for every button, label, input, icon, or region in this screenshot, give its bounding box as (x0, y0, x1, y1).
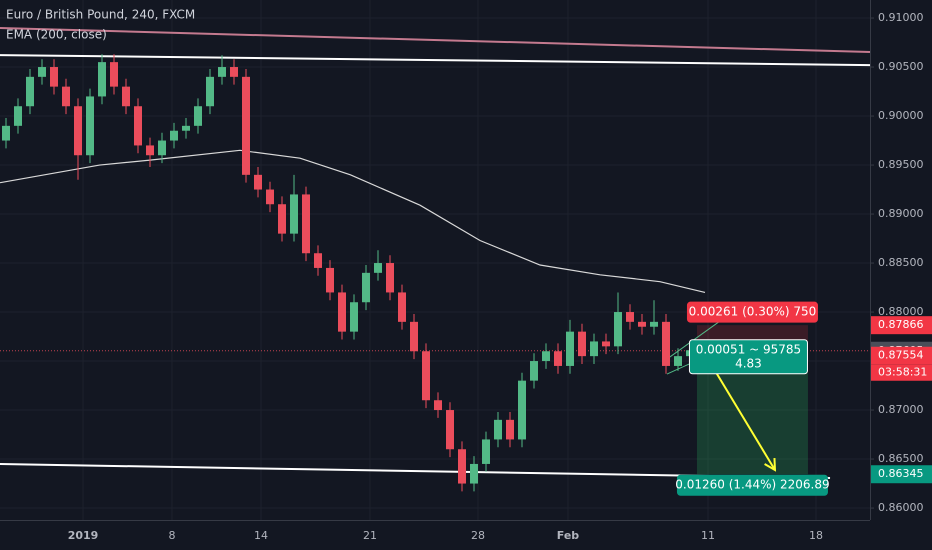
candle-body (26, 76, 34, 107)
candle-body (362, 272, 370, 303)
candle-body (302, 194, 310, 254)
x-tick-label: 8 (168, 529, 175, 542)
candle-body (218, 67, 226, 77)
candle-body (182, 125, 190, 131)
candle-body (578, 331, 586, 357)
candle-body (86, 96, 94, 156)
position-label: 4.83 (735, 356, 762, 370)
x-tick-label: Feb (557, 529, 580, 542)
position-label-box (688, 339, 808, 375)
y-tick-label: 0.86500 (878, 452, 924, 465)
candle-body (458, 449, 466, 484)
candle-body (122, 86, 130, 107)
chart-title: Euro / British Pound, 240, FXCM (6, 8, 195, 22)
candle-body (230, 67, 238, 77)
candle-body (614, 312, 622, 347)
candle-body (518, 380, 526, 440)
position-label: 0.00261 (0.30%) 750 (689, 305, 817, 319)
candle-body (278, 204, 286, 234)
candle-body (326, 267, 334, 293)
candle-body (626, 312, 634, 322)
y-tick-label: 0.88000 (878, 305, 924, 318)
y-tick-label: 0.88500 (878, 256, 924, 269)
countdown: 03:58:31 (878, 366, 927, 379)
candle-body (206, 76, 214, 107)
ema-line (0, 149, 706, 294)
candle-body (158, 140, 166, 156)
candle-body (398, 292, 406, 322)
candle-body (350, 302, 358, 332)
candle-body (434, 400, 442, 411)
price-label-box (871, 316, 932, 335)
countdown-box (871, 364, 932, 381)
x-tick-label: 28 (471, 529, 485, 542)
price-label-box (871, 346, 932, 365)
x-tick-label: 21 (363, 529, 377, 542)
indicator-label: EMA (200, close) (6, 28, 107, 42)
position-label-box (676, 474, 828, 496)
candle-body (506, 419, 514, 440)
candle-body (134, 106, 142, 146)
candle-body (2, 125, 10, 141)
y-tick-label: 0.90500 (878, 60, 924, 73)
candle-body (98, 62, 106, 97)
candle-body (338, 292, 346, 332)
candle-body (566, 331, 574, 366)
candle-body (590, 341, 598, 357)
candle-body (290, 194, 298, 234)
candle-body (554, 351, 562, 366)
y-tick-label: 0.90000 (878, 109, 924, 122)
price-label: 0.87866 (878, 318, 924, 331)
trendline (0, 27, 871, 54)
candle-body (482, 439, 490, 464)
candle-body (674, 356, 682, 366)
candle-body (62, 86, 70, 107)
candle-body (638, 321, 646, 327)
candle-body (470, 463, 478, 484)
y-tick-label: 0.91000 (878, 11, 924, 24)
y-tick-label: 0.89000 (878, 207, 924, 220)
candle-body (602, 341, 610, 347)
candle-body (50, 67, 58, 87)
candle-body (14, 106, 22, 126)
candle-body (422, 351, 430, 401)
candle-body (254, 174, 262, 190)
candle-body (146, 145, 154, 156)
candle-body (74, 106, 82, 156)
position-label: 0.00051 ~ 95785 (696, 342, 801, 356)
candle-body (494, 419, 502, 440)
trendline (0, 54, 871, 67)
candle-body (446, 410, 454, 450)
candle-body (374, 263, 382, 273)
candle-body (410, 321, 418, 352)
candle-body (242, 76, 250, 175)
candle-body (170, 130, 178, 141)
candle-body (194, 106, 202, 126)
y-tick-label: 0.89500 (878, 158, 924, 171)
y-tick-label: 0.86000 (878, 501, 924, 514)
candle-body (266, 189, 274, 205)
candle-body (542, 351, 550, 362)
arrow-head (764, 457, 777, 472)
candle-body (38, 67, 46, 77)
candle-body (314, 253, 322, 268)
candle-body (650, 321, 658, 327)
position-label: 0.01260 (1.44%) 2206.89 (675, 478, 829, 492)
x-tick-label: 18 (809, 529, 823, 542)
candle-body (386, 263, 394, 293)
price-label-box (871, 465, 932, 484)
position-label-box (686, 301, 818, 323)
x-tick-label: 14 (254, 529, 268, 542)
x-tick-label: 11 (701, 529, 715, 542)
price-label: 0.86345 (878, 467, 924, 480)
y-tick-label: 0.87000 (878, 403, 924, 416)
candle-body (530, 361, 538, 381)
candle-body (662, 321, 670, 366)
price-label: 0.87554 (878, 349, 924, 362)
x-tick-label: 2019 (68, 529, 99, 542)
candle-body (110, 62, 118, 87)
